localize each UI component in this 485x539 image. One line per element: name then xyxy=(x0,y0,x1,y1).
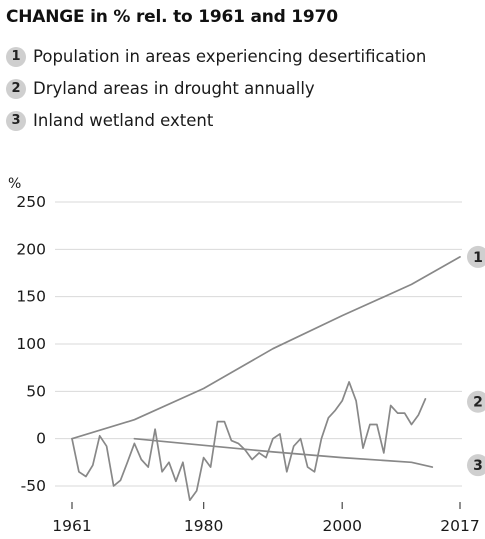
end-badge-circle-2 xyxy=(467,390,485,413)
x-tick-labels: 1961 1980 2000 2017 xyxy=(52,502,480,535)
end-badge-3: 3 xyxy=(467,454,485,477)
x-tick-2017: 2017 xyxy=(440,517,479,535)
x-tick-1961: 1961 xyxy=(52,517,91,535)
end-badge-label-2: 2 xyxy=(473,395,483,411)
x-tick-1980: 1980 xyxy=(184,517,223,535)
series-end-badges: 1 2 3 xyxy=(467,245,485,477)
legend-badge-2: 2 xyxy=(6,78,26,99)
x-tick-2000: 2000 xyxy=(322,517,361,535)
y-tick-labels: 250 200 150 100 50 0 -50 xyxy=(16,193,46,495)
chart-title: CHANGE in % rel. to 1961 and 1970 xyxy=(6,7,338,27)
legend-badge-1: 1 xyxy=(6,46,26,67)
legend-item-population: 1 Population in areas experiencing deser… xyxy=(6,46,426,67)
y-tick-50: 50 xyxy=(26,382,46,400)
y-unit-label: % xyxy=(8,176,21,192)
gridlines xyxy=(55,201,462,487)
series-line-drought xyxy=(71,381,427,502)
legend-badge-3: 3 xyxy=(6,110,26,131)
end-badge-label-1: 1 xyxy=(473,250,483,266)
series-lines xyxy=(71,256,461,502)
legend-label-drought: Dryland areas in drought annually xyxy=(33,79,315,98)
y-tick-200: 200 xyxy=(16,240,46,258)
chart-legend: 1 Population in areas experiencing deser… xyxy=(6,46,426,142)
legend-label-wetland: Inland wetland extent xyxy=(33,111,214,130)
end-badge-1: 1 xyxy=(467,245,485,268)
end-badge-circle-3 xyxy=(467,454,485,477)
series-line-wetland xyxy=(133,437,434,468)
legend-item-drought: 2 Dryland areas in drought annually xyxy=(6,78,426,99)
y-tick-150: 150 xyxy=(16,288,46,306)
end-badge-label-3: 3 xyxy=(473,458,483,474)
end-badge-circle-1 xyxy=(467,245,485,268)
end-badge-2: 2 xyxy=(467,390,485,413)
y-tick-250: 250 xyxy=(16,193,46,211)
y-tick-100: 100 xyxy=(16,335,46,353)
legend-label-population: Population in areas experiencing deserti… xyxy=(33,47,427,66)
series-line-population xyxy=(71,256,461,440)
y-tick-0: 0 xyxy=(36,430,46,448)
y-tick--50: -50 xyxy=(21,477,46,495)
legend-item-wetland: 3 Inland wetland extent xyxy=(6,110,426,131)
